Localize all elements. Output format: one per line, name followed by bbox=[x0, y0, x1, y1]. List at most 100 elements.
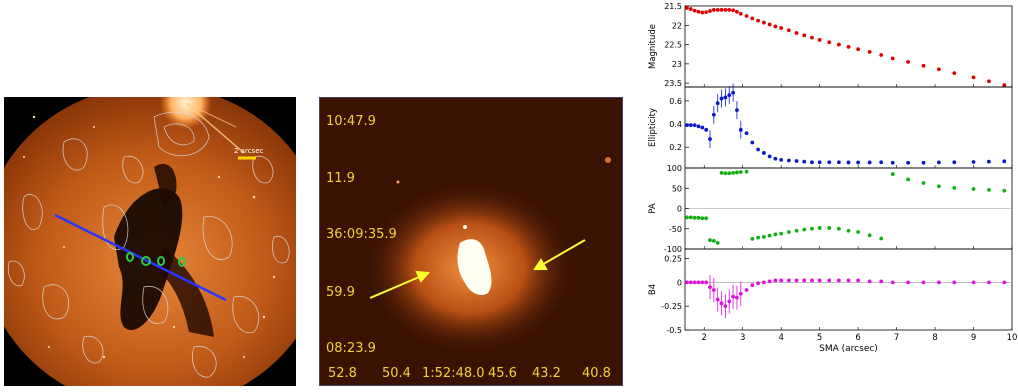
dec-label: 10:47.9 bbox=[326, 114, 376, 129]
data-point bbox=[779, 278, 784, 283]
data-point bbox=[921, 181, 926, 185]
data-point bbox=[773, 232, 778, 237]
data-point bbox=[692, 123, 697, 128]
dust-lane bbox=[114, 188, 183, 331]
data-point bbox=[731, 294, 735, 299]
data-point bbox=[856, 278, 861, 283]
data-point bbox=[802, 227, 807, 232]
y-tick-label: 0 bbox=[677, 278, 682, 287]
data-point bbox=[719, 301, 724, 306]
data-point bbox=[738, 291, 743, 296]
data-point bbox=[685, 6, 689, 10]
data-point bbox=[810, 226, 814, 231]
plot-frame bbox=[684, 86, 1013, 169]
data-point bbox=[827, 40, 832, 45]
y-tick-label: 22 bbox=[672, 21, 682, 30]
data-point bbox=[794, 31, 799, 35]
data-point bbox=[794, 228, 799, 233]
data-point bbox=[708, 137, 712, 141]
center-galaxy-image: 10:47.9 11.9 36:09:35.9 59.9 08:23.9 52.… bbox=[319, 97, 623, 386]
data-point bbox=[1002, 280, 1007, 285]
data-point bbox=[906, 60, 911, 64]
data-point bbox=[817, 278, 822, 283]
aperture-ring bbox=[126, 252, 134, 262]
data-point bbox=[767, 22, 772, 27]
y-tick-label: 0 bbox=[677, 205, 682, 214]
data-point bbox=[744, 288, 749, 292]
y-tick-label: 22.5 bbox=[664, 41, 682, 50]
data-point bbox=[700, 10, 705, 15]
data-point bbox=[937, 67, 941, 72]
data-point bbox=[700, 125, 705, 130]
data-point bbox=[731, 170, 735, 175]
data-point bbox=[802, 33, 807, 38]
data-point bbox=[688, 123, 693, 128]
data-point bbox=[711, 239, 716, 243]
data-point bbox=[692, 280, 697, 285]
data-point bbox=[779, 231, 784, 236]
data-point bbox=[856, 160, 861, 165]
data-point bbox=[688, 215, 693, 220]
data-point bbox=[719, 96, 724, 101]
x-tick-label: 9 bbox=[971, 333, 976, 343]
bright-nucleus bbox=[457, 239, 492, 295]
data-point bbox=[738, 11, 743, 16]
data-point bbox=[971, 187, 976, 191]
data-point bbox=[738, 127, 743, 132]
data-point bbox=[708, 238, 712, 242]
y-axis-label: PA bbox=[648, 203, 658, 214]
data-point bbox=[723, 95, 728, 100]
data-point bbox=[750, 140, 755, 145]
data-point bbox=[723, 304, 728, 309]
data-point bbox=[846, 228, 851, 233]
data-point bbox=[744, 131, 749, 136]
y-tick-label: 21.5 bbox=[664, 2, 682, 11]
data-point bbox=[756, 281, 760, 286]
data-point bbox=[696, 124, 701, 129]
y-tick-label: -100 bbox=[664, 245, 682, 254]
y-tick-label: -0.25 bbox=[661, 302, 682, 311]
data-point bbox=[711, 7, 716, 12]
data-point bbox=[735, 170, 739, 175]
data-point bbox=[727, 7, 732, 12]
y-tick-label: 0.4 bbox=[669, 120, 682, 129]
data-point bbox=[723, 7, 728, 12]
data-point bbox=[987, 79, 991, 84]
data-point bbox=[879, 160, 884, 165]
data-point bbox=[827, 278, 832, 283]
data-point bbox=[802, 159, 807, 164]
data-point bbox=[937, 184, 941, 189]
data-point bbox=[779, 158, 784, 162]
data-point bbox=[906, 280, 911, 285]
data-point bbox=[836, 278, 841, 283]
isophote-profile-plots: 21.5 22 22.5 23 23.5 Magnitude 0.6 0.4 0.2 Ellipt… bbox=[645, 0, 1018, 388]
data-point bbox=[708, 285, 712, 290]
data-point bbox=[817, 226, 822, 230]
data-point bbox=[692, 8, 697, 13]
data-point bbox=[744, 14, 749, 18]
left-galaxy-image: 2 arcsec bbox=[4, 97, 296, 386]
data-point bbox=[719, 170, 724, 175]
data-point bbox=[773, 24, 778, 29]
data-point bbox=[786, 278, 791, 283]
data-point bbox=[867, 279, 872, 284]
data-point bbox=[704, 10, 709, 15]
data-point bbox=[767, 233, 772, 238]
ra-label: 52.8 bbox=[328, 366, 357, 381]
dec-label: 59.9 bbox=[326, 285, 355, 300]
data-point bbox=[810, 35, 814, 40]
data-point bbox=[867, 50, 872, 54]
data-point bbox=[719, 7, 724, 12]
x-axis-label: SMA (arcsec) bbox=[819, 344, 878, 354]
data-point bbox=[715, 297, 720, 302]
aperture-ring bbox=[141, 256, 151, 266]
data-point bbox=[836, 160, 841, 165]
data-point bbox=[794, 159, 799, 163]
data-point bbox=[1002, 188, 1007, 193]
data-point bbox=[846, 44, 851, 49]
data-point bbox=[685, 123, 689, 128]
data-point bbox=[731, 90, 735, 95]
x-tick-label: 4 bbox=[778, 333, 783, 343]
data-point bbox=[685, 215, 689, 220]
data-point bbox=[708, 9, 712, 13]
